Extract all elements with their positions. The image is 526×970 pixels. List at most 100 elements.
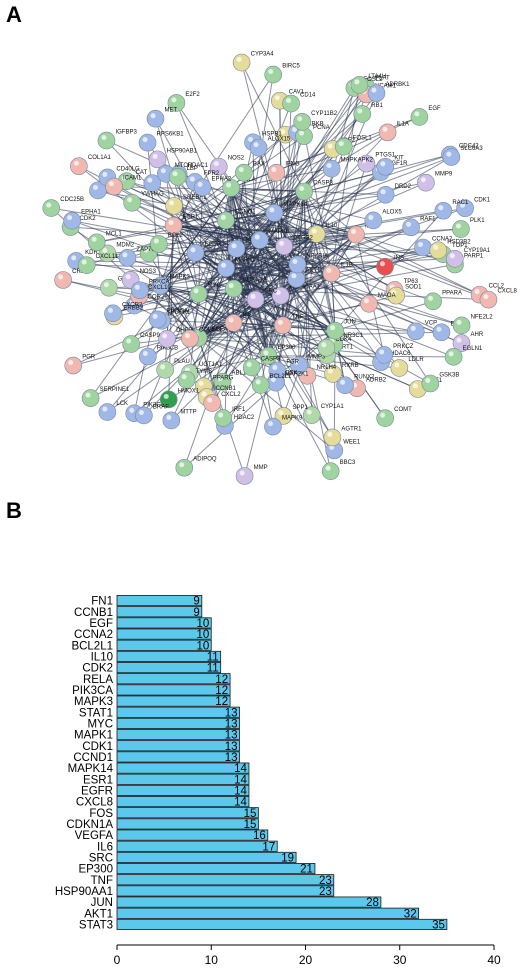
node-label: MMP3	[308, 354, 326, 360]
bar-group: FN1 9 CCNB1 9 EGF 10 CCNA2 10 BCL2L1 10 IL10 11 CDK2…	[55, 595, 448, 931]
node-label: PIK3CB	[157, 346, 178, 352]
node-highlight	[179, 462, 185, 468]
network-edge	[173, 225, 462, 326]
node-highlight	[311, 228, 317, 234]
node-label: NR3C1	[343, 333, 363, 339]
network-edge	[160, 285, 191, 339]
bar-ccna2	[116, 628, 212, 640]
node-highlight	[153, 238, 159, 244]
network-node-pgr: PGR	[64, 355, 96, 375]
network-node-ptgs2: PTGS2	[275, 235, 313, 256]
network-node-dhfr: DHFR	[158, 328, 193, 348]
node-highlight	[107, 307, 113, 313]
node-label: UGT1A1	[199, 362, 223, 368]
node-highlight	[326, 163, 332, 169]
node-highlight	[231, 243, 237, 249]
network-node-map2k1: MAP2K1	[266, 372, 309, 392]
value-label: 13	[225, 718, 238, 730]
node-highlight	[271, 167, 277, 173]
node-highlight	[253, 142, 259, 148]
node-label: MMP9	[435, 172, 453, 178]
node-highlight	[142, 351, 148, 357]
node-label: IGFBP3	[115, 130, 137, 136]
network-node-cxcl8: CXCL8	[479, 289, 517, 309]
category-label: STAT3	[79, 919, 113, 931]
network-node-egf: EGF	[410, 106, 441, 126]
node-label: KDR	[85, 250, 98, 256]
network-edge	[161, 320, 234, 324]
node-highlight	[129, 407, 135, 413]
x-tick-label: 10	[205, 953, 219, 967]
node-label: CCL2	[489, 284, 505, 290]
node-label: ICAM1	[123, 176, 142, 182]
node-label: RAF1	[420, 216, 436, 222]
bar-egfr	[116, 784, 250, 796]
bar-ccnd1	[116, 751, 240, 763]
node-label: CDK1	[474, 197, 491, 203]
network-node-crp: CRP	[54, 269, 85, 289]
node-highlight	[340, 379, 346, 385]
node-highlight	[380, 189, 386, 195]
node-highlight	[449, 253, 455, 259]
network-edge	[173, 135, 305, 227]
network-node-myc: MYC	[189, 283, 222, 303]
value-label: 10	[196, 640, 209, 652]
node-highlight	[255, 379, 261, 385]
node-label: CXCL11	[96, 254, 119, 260]
network-node-lck: LCK	[98, 401, 128, 421]
network-edge	[96, 219, 226, 243]
network-node-icam1: ICAM1	[105, 176, 142, 196]
network-edge	[255, 246, 285, 300]
node-highlight	[460, 202, 466, 208]
network-node-rb1: RB1	[353, 103, 384, 123]
network-edge	[233, 322, 327, 349]
category-label: RELA	[83, 674, 113, 686]
node-highlight	[197, 181, 203, 187]
node-label: COMT	[394, 407, 412, 413]
value-label: 10	[196, 629, 209, 641]
value-label: 32	[404, 908, 417, 920]
network-node-ccna2: CCNA2	[414, 236, 453, 257]
bar-stat1	[116, 706, 240, 718]
node-label: FPR2	[204, 171, 220, 177]
node-highlight	[380, 161, 386, 167]
network-edge	[177, 176, 200, 295]
bar-rela	[116, 673, 231, 685]
network-node-mttp: MTTP	[162, 409, 197, 430]
category-label: EGF	[89, 618, 113, 630]
network-edge	[275, 172, 282, 296]
node-highlight	[217, 376, 223, 382]
node-label: EGLN1	[463, 346, 483, 352]
node-label: MAPK14	[283, 202, 307, 208]
node-label: TNF	[292, 314, 304, 320]
node-label: EPHA2	[212, 176, 232, 182]
node-highlight	[207, 397, 213, 403]
network-node-cdc25b: CDC25B	[42, 197, 84, 217]
network-node-il1b: IL1B	[322, 262, 353, 283]
bar-tnf	[116, 874, 335, 886]
value-label: 13	[225, 741, 238, 753]
node-highlight	[68, 360, 74, 366]
node-highlight	[126, 338, 132, 344]
network-node-mmp: MMP	[235, 465, 268, 485]
node-highlight	[143, 247, 149, 253]
network-edge	[158, 239, 260, 245]
category-label: MAPK3	[74, 696, 113, 708]
network-node-ifng: IFNG	[267, 162, 300, 182]
network-node-nfkbia: NFKBIA	[288, 254, 328, 274]
node-highlight	[238, 167, 244, 173]
network-edge	[198, 187, 204, 294]
network-node-mmp9: MMP9	[417, 172, 453, 192]
node-highlight	[321, 342, 327, 348]
value-label: 17	[262, 841, 275, 853]
network-node-pik3ca: PIK3CA	[148, 308, 188, 329]
node-label: ABL1	[232, 371, 247, 377]
node-highlight	[291, 273, 297, 279]
network-node-il10: IL10	[307, 223, 338, 243]
node-highlight	[270, 377, 276, 383]
node-label: RPS6KB1	[157, 132, 185, 138]
node-highlight	[102, 247, 108, 253]
category-label: CDK2	[82, 663, 113, 675]
node-highlight	[327, 368, 333, 374]
category-label: TNF	[91, 875, 113, 887]
